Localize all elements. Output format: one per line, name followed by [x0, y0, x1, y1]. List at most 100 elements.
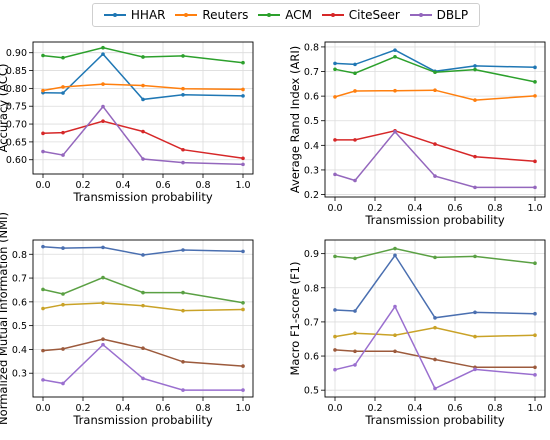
x-tick-label: 0.6 [155, 403, 170, 414]
data-point-acm [101, 275, 105, 280]
data-point-citeseer [241, 156, 245, 161]
x-tick-label: 0.4 [407, 403, 422, 414]
data-point-citeseer [181, 359, 185, 364]
y-tick-label: 0.8 [304, 42, 319, 53]
chart-3: 0.3 0.4 0.5 0.6 0.7 0.8 0.0 0.2 0.4 0.6 0.8 1.0 Tran… [0, 212, 254, 427]
data-point-acm [141, 290, 145, 295]
data-point-citeseer [61, 347, 65, 351]
data-point-reuters [433, 88, 437, 93]
data-point-dblp [533, 185, 537, 190]
series-line-reuters [334, 89, 536, 101]
y-tick-label: 0.8 [12, 250, 27, 261]
data-point-hhar [241, 249, 245, 254]
data-point-dblp [241, 388, 245, 392]
data-point-dblp [433, 386, 437, 391]
x-tick-label: 0.2 [75, 180, 90, 191]
data-point-hhar [353, 62, 357, 67]
data-point-reuters [141, 303, 145, 308]
series-line-citeseer [42, 120, 244, 160]
data-point-acm [333, 67, 337, 72]
data-point-reuters [41, 306, 45, 311]
series-line-dblp [334, 305, 536, 390]
data-point-reuters [353, 89, 357, 93]
data-point-hhar [353, 309, 357, 313]
x-tick-label: 0.8 [195, 403, 210, 414]
y-tick-label: 0.75 [6, 102, 27, 113]
data-point-citeseer [333, 348, 337, 352]
y-tick-label: 0.2 [304, 190, 319, 201]
data-point-dblp [473, 185, 477, 190]
data-point-reuters [181, 86, 185, 91]
data-point-acm [393, 246, 397, 251]
data-point-citeseer [101, 119, 105, 123]
data-point-hhar [61, 91, 65, 95]
legend: HHAR Reuters ACM CiteSeer DBLP [92, 3, 480, 27]
data-point-dblp [353, 363, 357, 367]
data-point-dblp [393, 130, 397, 134]
data-point-hhar [333, 61, 337, 66]
series-line-hhar [334, 254, 536, 319]
data-point-hhar [41, 244, 45, 249]
y-tick-label: 0.60 [6, 155, 27, 166]
y-tick-label: 0.7 [304, 67, 319, 78]
data-point-reuters [393, 88, 397, 93]
y-tick-label: 0.6 [12, 297, 27, 308]
data-point-dblp [473, 367, 477, 372]
x-tick-label: 0.2 [367, 203, 382, 214]
y-axis-label: Macro F1-score (F1) [288, 261, 302, 375]
data-point-dblp [181, 160, 185, 165]
data-point-reuters [141, 83, 145, 88]
data-point-dblp [181, 388, 185, 392]
data-point-acm [393, 54, 397, 59]
x-tick-label: 0.6 [447, 203, 462, 214]
data-point-dblp [393, 304, 397, 309]
x-tick-label: 0.0 [35, 180, 50, 191]
data-point-acm [141, 55, 145, 59]
legend-swatch-acm [258, 10, 281, 20]
y-tick-label: 0.90 [6, 48, 27, 59]
data-point-acm [353, 71, 357, 76]
data-point-citeseer [101, 337, 105, 341]
data-point-citeseer [473, 154, 477, 159]
legend-label-reuters: Reuters [202, 8, 249, 22]
data-point-hhar [101, 52, 105, 56]
series-line-acm [42, 46, 244, 64]
series-line-dblp [334, 130, 535, 189]
y-axis-label: Average Rand Index (ARI) [288, 46, 302, 193]
data-point-acm [473, 254, 477, 259]
data-point-hhar [141, 97, 145, 102]
x-tick-label: 0.0 [35, 403, 50, 414]
x-tick-label: 0.2 [75, 403, 90, 414]
data-point-hhar [473, 310, 477, 315]
x-tick-label: 1.0 [527, 403, 542, 414]
data-point-reuters [353, 331, 357, 335]
y-axis-label: Normalized Mutual Information (NMI) [0, 212, 10, 425]
legend-item-citeseer: CiteSeer [321, 8, 400, 22]
data-point-hhar [241, 94, 245, 98]
data-point-acm [433, 70, 437, 75]
data-point-reuters [41, 88, 45, 93]
x-axis-label: Transmission probability [72, 190, 212, 204]
x-tick-label: 0.8 [195, 180, 210, 191]
x-tick-label: 1.0 [235, 403, 250, 414]
data-point-hhar [533, 65, 537, 70]
legend-item-acm: ACM [258, 8, 312, 22]
data-point-acm [241, 301, 245, 305]
data-point-dblp [533, 373, 537, 377]
x-tick-label: 0.4 [407, 203, 422, 214]
data-point-citeseer [41, 131, 45, 136]
y-tick-label: 0.6 [304, 92, 319, 103]
legend-swatch-citeseer [321, 10, 344, 20]
data-point-reuters [61, 85, 65, 89]
data-point-hhar [433, 316, 437, 320]
x-tick-label: 0.8 [487, 403, 502, 414]
y-tick-label: 0.5 [304, 386, 319, 397]
y-tick-label: 0.70 [6, 120, 27, 131]
series-line-reuters [42, 302, 244, 312]
data-point-reuters [101, 301, 105, 305]
data-point-hhar [473, 64, 477, 68]
data-point-dblp [333, 367, 337, 372]
data-point-reuters [473, 98, 477, 102]
x-tick-label: 0.4 [115, 180, 130, 191]
